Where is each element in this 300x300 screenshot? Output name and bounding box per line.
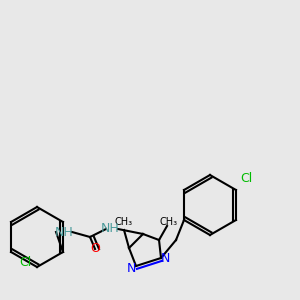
Text: N: N [126, 262, 136, 275]
Text: Cl: Cl [19, 256, 31, 268]
Text: Cl: Cl [240, 172, 252, 184]
Text: N: N [160, 251, 170, 265]
Text: NH: NH [55, 226, 74, 238]
Text: CH₃: CH₃ [115, 217, 133, 227]
Text: CH₃: CH₃ [160, 217, 178, 227]
Text: NH: NH [100, 223, 119, 236]
Text: O: O [90, 242, 100, 256]
